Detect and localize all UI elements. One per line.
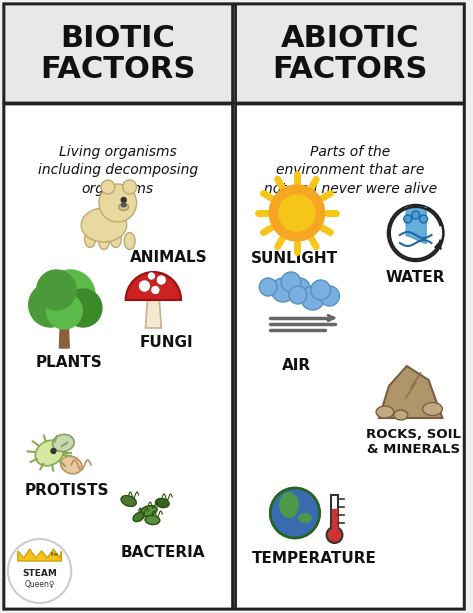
Ellipse shape bbox=[298, 513, 312, 523]
Text: PLANTS: PLANTS bbox=[36, 355, 103, 370]
Circle shape bbox=[279, 195, 315, 231]
Circle shape bbox=[270, 488, 320, 538]
Wedge shape bbox=[126, 272, 181, 300]
Circle shape bbox=[281, 272, 301, 292]
Circle shape bbox=[269, 185, 324, 241]
Circle shape bbox=[46, 293, 82, 329]
Circle shape bbox=[290, 278, 310, 298]
FancyBboxPatch shape bbox=[4, 4, 464, 609]
Ellipse shape bbox=[279, 492, 299, 518]
Ellipse shape bbox=[121, 204, 126, 207]
Circle shape bbox=[140, 281, 149, 291]
Polygon shape bbox=[379, 366, 442, 418]
Circle shape bbox=[412, 211, 420, 219]
Circle shape bbox=[158, 276, 165, 284]
Ellipse shape bbox=[145, 516, 160, 525]
Text: Parts of the
environment that are
not and never were alive: Parts of the environment that are not an… bbox=[264, 145, 437, 196]
Text: WATER: WATER bbox=[386, 270, 446, 285]
Circle shape bbox=[149, 273, 154, 279]
Ellipse shape bbox=[53, 435, 74, 452]
Ellipse shape bbox=[119, 204, 129, 210]
Ellipse shape bbox=[140, 506, 157, 516]
Circle shape bbox=[301, 286, 324, 310]
Circle shape bbox=[36, 270, 76, 310]
Circle shape bbox=[271, 278, 295, 302]
Polygon shape bbox=[60, 323, 69, 348]
Ellipse shape bbox=[85, 230, 96, 248]
Text: SUNLIGHT: SUNLIGHT bbox=[251, 251, 339, 266]
Ellipse shape bbox=[98, 232, 109, 249]
Ellipse shape bbox=[121, 495, 136, 506]
Text: Living organisms
including decomposing
organisms: Living organisms including decomposing o… bbox=[38, 145, 198, 196]
Circle shape bbox=[51, 449, 56, 454]
Circle shape bbox=[99, 184, 137, 222]
Ellipse shape bbox=[110, 230, 121, 248]
Circle shape bbox=[8, 539, 71, 603]
Polygon shape bbox=[146, 300, 161, 328]
FancyBboxPatch shape bbox=[4, 4, 233, 103]
Text: STEAM: STEAM bbox=[22, 568, 57, 577]
Ellipse shape bbox=[133, 512, 144, 522]
Ellipse shape bbox=[61, 456, 82, 474]
Text: the: the bbox=[50, 552, 59, 557]
Bar bbox=[331, 495, 339, 533]
Circle shape bbox=[121, 197, 126, 202]
Circle shape bbox=[259, 278, 277, 296]
Circle shape bbox=[388, 205, 443, 261]
Text: ROCKS, SOIL
& MINERALS: ROCKS, SOIL & MINERALS bbox=[366, 428, 461, 456]
Text: TEMPERATURE: TEMPERATURE bbox=[252, 551, 377, 566]
Text: BACTERIA: BACTERIA bbox=[121, 545, 206, 560]
Text: FUNGI: FUNGI bbox=[140, 335, 193, 350]
Circle shape bbox=[420, 215, 428, 223]
Circle shape bbox=[404, 215, 412, 223]
Circle shape bbox=[101, 180, 115, 194]
Circle shape bbox=[45, 270, 95, 320]
Ellipse shape bbox=[124, 232, 135, 249]
Circle shape bbox=[289, 286, 307, 304]
FancyBboxPatch shape bbox=[4, 104, 233, 609]
Circle shape bbox=[29, 283, 72, 327]
Text: BIOTIC
FACTORS: BIOTIC FACTORS bbox=[40, 24, 195, 84]
FancyBboxPatch shape bbox=[236, 104, 464, 609]
Ellipse shape bbox=[422, 403, 442, 416]
Circle shape bbox=[311, 280, 331, 300]
Text: ABIOTIC
FACTORS: ABIOTIC FACTORS bbox=[272, 24, 428, 84]
Ellipse shape bbox=[394, 410, 408, 420]
Text: PROTISTS: PROTISTS bbox=[25, 483, 110, 498]
Ellipse shape bbox=[376, 406, 394, 418]
Circle shape bbox=[123, 180, 137, 194]
Text: ANIMALS: ANIMALS bbox=[130, 250, 207, 265]
Polygon shape bbox=[18, 549, 61, 561]
Text: AIR: AIR bbox=[282, 358, 312, 373]
FancyBboxPatch shape bbox=[236, 4, 464, 103]
Circle shape bbox=[64, 289, 102, 327]
Text: Queen♀: Queen♀ bbox=[24, 581, 55, 590]
Ellipse shape bbox=[81, 208, 127, 242]
Circle shape bbox=[326, 527, 342, 543]
Ellipse shape bbox=[156, 498, 169, 508]
Bar bbox=[332, 509, 337, 531]
Ellipse shape bbox=[35, 440, 64, 466]
Circle shape bbox=[320, 286, 340, 306]
Circle shape bbox=[152, 286, 159, 294]
